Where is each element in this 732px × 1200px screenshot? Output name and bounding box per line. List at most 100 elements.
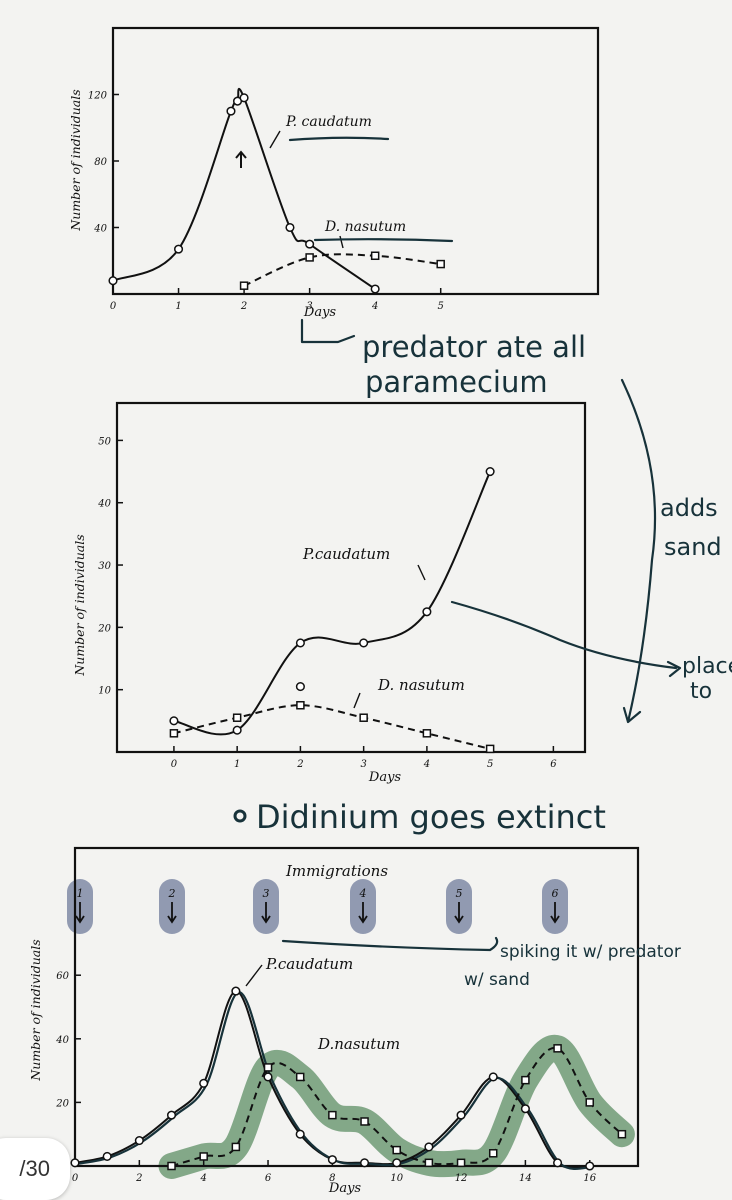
chart2-ytick-label: 50	[98, 436, 111, 447]
chart2-ylabel: Number of individuals	[72, 534, 87, 676]
chart3-note: spiking it w/ predator	[500, 942, 681, 962]
chart3-point	[263, 1072, 273, 1082]
arrow-note: to	[690, 679, 712, 704]
chart2-point	[422, 729, 432, 738]
side-note: adds	[660, 494, 718, 522]
chart2-xtick-label: 0	[171, 759, 178, 770]
label-pointer-arrow	[245, 964, 263, 987]
immigration-label: 5	[456, 887, 463, 900]
immigration-arrow-icon	[358, 902, 368, 924]
chart3-point	[488, 1072, 498, 1082]
chart1-xtick-label: 2	[240, 301, 247, 312]
chart1-note: paramecium	[365, 365, 548, 399]
side-note: sand	[664, 533, 722, 561]
chart3-xtick-label: 6	[265, 1173, 272, 1184]
chart2-point	[296, 701, 305, 710]
extinct-note: Didinium goes extinct	[256, 798, 606, 836]
chart3-point	[328, 1110, 337, 1120]
chart1-point	[305, 239, 315, 249]
chart1-point	[173, 244, 184, 254]
chart3-point	[295, 1129, 305, 1139]
chart3-xtick-label: 16	[583, 1173, 596, 1184]
chart1-xtick-label: 5	[438, 301, 444, 312]
chart1-point	[305, 253, 314, 262]
immigration-arrow-icon	[167, 902, 177, 924]
chart3-point	[521, 1075, 530, 1085]
chart3-xtick-label: 12	[455, 1173, 468, 1184]
bullet-icon	[233, 809, 247, 823]
chart3-point	[327, 1155, 337, 1165]
chart2-xtick-label: 3	[360, 759, 366, 770]
chart3-point	[231, 1142, 241, 1152]
chart2-ytick-label: 10	[98, 686, 111, 697]
chart3-point	[456, 1110, 466, 1120]
chart3-point	[199, 1152, 208, 1161]
chart1-series-line	[243, 253, 441, 287]
chart2-xtick-label: 6	[550, 759, 557, 770]
chart3-note: w/ sand	[464, 970, 530, 990]
label-pointer-arrow	[417, 564, 426, 581]
chart2-point	[485, 744, 495, 754]
chart3-xtick-label: 10	[390, 1173, 403, 1184]
data-layer	[70, 88, 627, 1171]
chart1-point	[108, 276, 118, 286]
chart2-series-line	[173, 471, 492, 736]
chart3-point	[617, 1129, 627, 1139]
chart3-series-line	[171, 1046, 623, 1167]
immigration-label: 4	[359, 887, 367, 900]
curved-arrow	[620, 378, 657, 724]
chart1-point	[239, 281, 249, 290]
chart3-xtick-label: 8	[329, 1173, 335, 1184]
chart2-point	[232, 725, 242, 735]
chart2-point	[169, 729, 179, 738]
chart2-point	[359, 713, 368, 722]
chart1-point	[370, 251, 380, 261]
chart3-point	[585, 1161, 595, 1171]
chart2-point	[485, 467, 495, 477]
chart3-xtick-label: 2	[135, 1173, 142, 1184]
chart1-series-line	[112, 88, 376, 290]
peak-arrow-icon	[235, 150, 247, 168]
chart3-traced-line	[77, 991, 593, 1170]
chart1-series-label: D. nasutum	[324, 219, 406, 235]
chart2-ytick-label: 30	[98, 561, 111, 572]
chart2-xtick-label: 2	[296, 759, 303, 770]
chart3-xtick-label: 0	[72, 1173, 79, 1184]
chart3-point	[424, 1142, 434, 1152]
chart-frames	[73, 26, 640, 1168]
chart1-series-label: P. caudatum	[285, 114, 372, 130]
chart1-xtick-label: 3	[306, 301, 312, 312]
label-pointer-arrow	[339, 235, 344, 249]
underline	[288, 136, 390, 142]
arrow-note: place	[682, 654, 732, 679]
chart2-point	[295, 638, 305, 648]
chart3-point	[585, 1098, 594, 1107]
chart2-point	[359, 638, 369, 648]
chart3-series-label: P.caudatum	[265, 955, 353, 973]
chart3-point	[199, 1078, 209, 1088]
chart3-point	[553, 1044, 562, 1053]
immigration-arrow-icon	[550, 902, 560, 924]
chart3-point	[102, 1151, 112, 1162]
chart2-point	[295, 682, 305, 692]
immigration-arrow-icon	[75, 902, 85, 924]
immigration-label: 1	[77, 887, 84, 900]
chart3-point	[231, 986, 241, 996]
chart1-xtick-label: 1	[175, 301, 181, 312]
chart3-point	[70, 1158, 80, 1168]
pointer-arrow	[450, 600, 682, 678]
chart1-xtick-label: 4	[371, 301, 378, 312]
chart2-xtick-label: 4	[423, 759, 430, 770]
chart3-point	[359, 1158, 370, 1168]
chart3-ylabel: Number of individuals	[28, 939, 43, 1081]
chart1-ytick-label: 120	[88, 91, 108, 102]
chart3-ytick-label: 60	[56, 971, 69, 982]
chart2-xlabel: Days	[368, 770, 402, 785]
chart3-series-label: D.nasutum	[317, 1035, 400, 1053]
underline-arrow	[281, 936, 499, 952]
chart3-point	[488, 1149, 498, 1158]
chart2-ytick-label: 40	[97, 499, 111, 510]
chart3-point	[360, 1117, 369, 1126]
